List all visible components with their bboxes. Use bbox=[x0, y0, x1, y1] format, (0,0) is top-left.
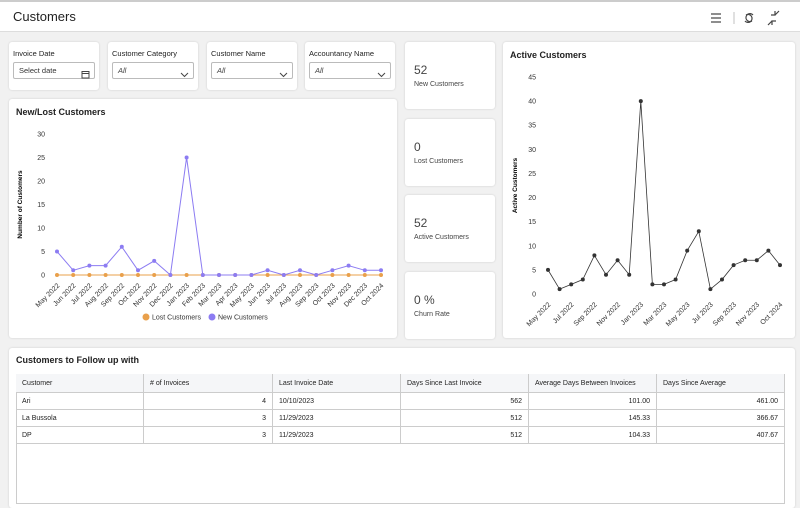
table-header-cell: Average Days Between Invoices bbox=[529, 374, 657, 393]
kpi-value: 0 bbox=[414, 140, 421, 154]
table-cell: 3 bbox=[144, 410, 273, 427]
filter-value: All bbox=[217, 66, 226, 75]
filter-label: Accountancy Name bbox=[309, 49, 375, 58]
filter-card: Invoice Date Select date bbox=[9, 42, 99, 90]
kpi-card: 0 % Churn Rate bbox=[405, 272, 495, 339]
filter-card: Accountancy Name All bbox=[305, 42, 395, 90]
kpi-label: Active Customers bbox=[414, 234, 469, 241]
table-cell: 461.00 bbox=[657, 393, 785, 410]
table-header-cell: Customer bbox=[16, 374, 144, 393]
filter-label: Customer Name bbox=[211, 49, 266, 58]
kpi-card: 52 New Customers bbox=[405, 42, 495, 109]
table-header-cell: # of Invoices bbox=[144, 374, 273, 393]
table-cell: DP bbox=[16, 427, 144, 444]
table-cell: 145.33 bbox=[529, 410, 657, 427]
filter-value: Select date bbox=[19, 66, 57, 75]
table-cell: 101.00 bbox=[529, 393, 657, 410]
table-title: Customers to Follow up with bbox=[16, 355, 139, 365]
kpi-value: 0 % bbox=[414, 293, 435, 307]
chart-card: Active Customers bbox=[503, 42, 795, 338]
filter-value: All bbox=[315, 66, 324, 75]
table-cell: 512 bbox=[401, 410, 529, 427]
table-cell: 3 bbox=[144, 427, 273, 444]
table-header-cell: Days Since Last Invoice bbox=[401, 374, 529, 393]
kpi-card: 52 Active Customers bbox=[405, 195, 495, 262]
header-icons[interactable] bbox=[705, 10, 785, 26]
table-cell: 407.67 bbox=[657, 427, 785, 444]
filter-input[interactable]: All bbox=[112, 62, 194, 79]
chart-card: New/Lost Customers bbox=[9, 99, 397, 338]
table-card: Customers to Follow up with Customer # of … bbox=[9, 348, 795, 508]
filter-icon bbox=[81, 66, 90, 79]
table-cell: 4 bbox=[144, 393, 273, 410]
table-cell: 366.67 bbox=[657, 410, 785, 427]
filter-card: Customer Name All bbox=[207, 42, 297, 90]
table-cell: La Bussola bbox=[16, 410, 144, 427]
filter-icon bbox=[377, 66, 386, 78]
table-header-cell: Days Since Average bbox=[657, 374, 785, 393]
table-cell: 10/10/2023 bbox=[273, 393, 401, 410]
kpi-value: 52 bbox=[414, 63, 428, 77]
kpi-label: New Customers bbox=[414, 81, 464, 88]
filter-input[interactable]: All bbox=[309, 62, 391, 79]
table-cell: 11/29/2023 bbox=[273, 410, 401, 427]
header: Customers bbox=[0, 0, 800, 32]
kpi-label: Lost Customers bbox=[414, 158, 464, 165]
filter-label: Customer Category bbox=[112, 49, 178, 58]
table-cell: 11/29/2023 bbox=[273, 427, 401, 444]
table-cell: 104.33 bbox=[529, 427, 657, 444]
filter-icon bbox=[279, 66, 288, 78]
filter-input[interactable]: All bbox=[211, 62, 293, 79]
table-cell: Ari bbox=[16, 393, 144, 410]
chart-title: Active Customers bbox=[510, 50, 587, 60]
kpi-card: 0 Lost Customers bbox=[405, 119, 495, 186]
filter-input[interactable]: Select date bbox=[13, 62, 95, 79]
filter-card: Customer Category All bbox=[108, 42, 198, 90]
kpi-label: Churn Rate bbox=[414, 311, 450, 318]
filter-label: Invoice Date bbox=[13, 49, 55, 58]
filter-value: All bbox=[118, 66, 127, 75]
table-cell: 562 bbox=[401, 393, 529, 410]
table-cell: 512 bbox=[401, 427, 529, 444]
filter-icon bbox=[180, 66, 189, 78]
chart-title: New/Lost Customers bbox=[16, 107, 106, 117]
table-header-cell: Last Invoice Date bbox=[273, 374, 401, 393]
kpi-value: 52 bbox=[414, 216, 428, 230]
page-title: Customers bbox=[13, 9, 76, 24]
